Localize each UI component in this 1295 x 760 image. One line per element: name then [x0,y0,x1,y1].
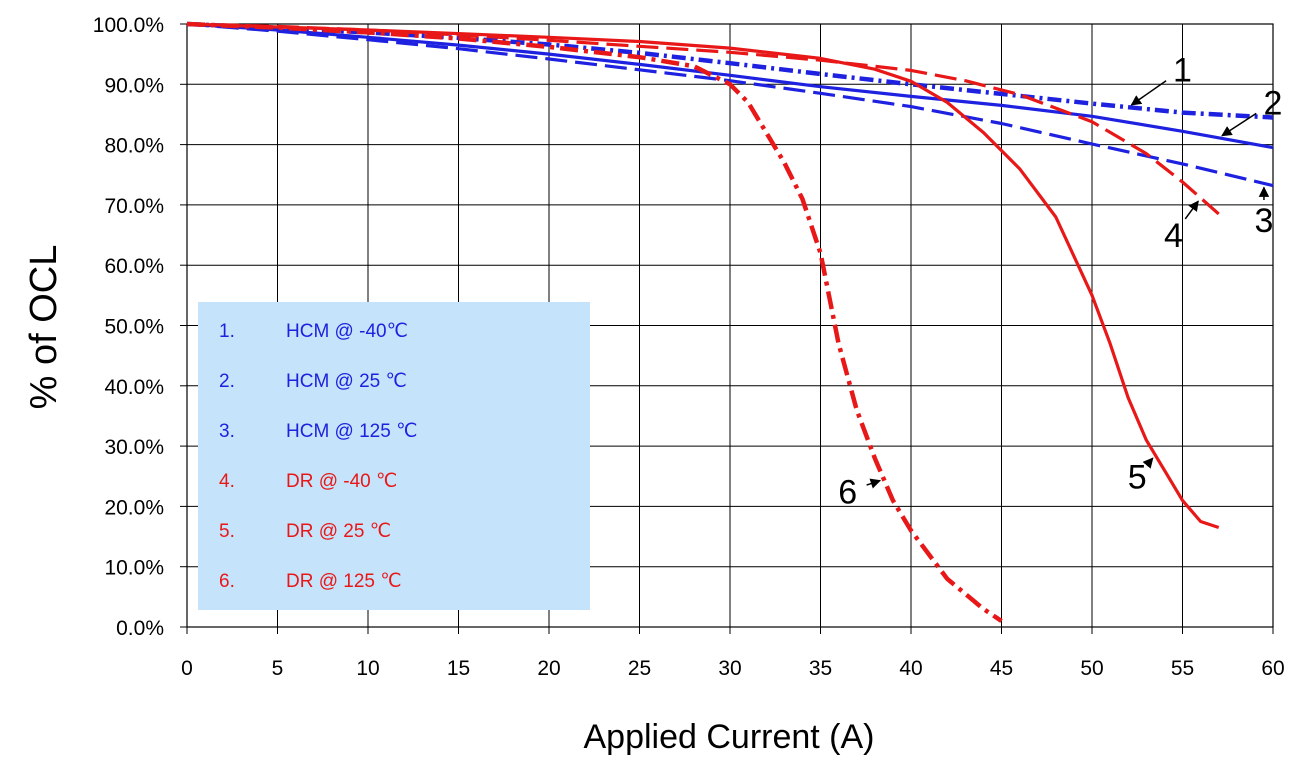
series-line [186,22,1220,530]
annotation-label: 3 [1254,202,1273,240]
y-tick-label: 30.0% [104,436,164,459]
x-tick-label: 25 [628,657,651,680]
x-tick-label: 30 [718,657,741,680]
y-axis-label: % of OCL [23,245,65,410]
y-tick-label: 50.0% [104,316,164,339]
plot-border [186,23,1274,628]
x-tick-label: 15 [447,657,470,680]
y-tick-label: 0.0% [116,617,164,640]
y-tick-label: 100.0% [93,14,164,37]
legend-label: HCM @ 125 ℃ [286,421,417,442]
y-tick-label: 80.0% [104,135,164,158]
x-tick-label: 55 [1171,657,1194,680]
x-tick-label: 5 [272,657,284,680]
x-tick-label: 0 [181,657,193,680]
legend-box [198,302,590,610]
legend-label: HCM @ -40℃ [286,321,408,342]
y-tick-label: 90.0% [104,74,164,97]
grid [180,23,1274,634]
legend: 1. HCM @ -40℃ 2. HCM @ 25 ℃ 3. HCM @ 125 ℃ 4. D… [198,302,590,610]
legend-number: 2. [219,371,235,392]
annotation-label: 5 [1128,458,1147,496]
y-tick-label: 60.0% [104,255,164,278]
annotation-arrow [1142,457,1154,469]
legend-number: 3. [219,421,235,442]
legend-number: 6. [219,571,235,592]
x-tick-label: 20 [537,657,560,680]
legend-number: 5. [219,521,235,542]
annotation-arrow [866,478,882,489]
annotation-arrow [1184,200,1199,220]
series-line [186,22,1274,150]
annotation-arrow [1221,112,1257,137]
x-tick-label: 60 [1261,657,1284,680]
x-tick-label: 10 [356,657,379,680]
annotation-label: 2 [1264,84,1283,122]
annotation-label: 6 [838,473,857,511]
annotation-label: 4 [1164,217,1183,255]
legend-label: HCM @ 25 ℃ [286,371,407,392]
series-line [186,22,1220,216]
y-tick-label: 10.0% [104,557,164,580]
legend-label: DR @ 125 ℃ [286,571,402,592]
annotation-arrow [1130,80,1167,106]
series-line [186,22,1274,188]
legend-number: 4. [219,471,235,492]
legend-number: 1. [219,321,235,342]
annotation-label: 1 [1173,51,1192,89]
legend-label: DR @ 25 ℃ [286,521,391,542]
x-axis-label: Applied Current (A) [583,718,874,755]
series-line [186,21,1003,623]
y-tick-label: 70.0% [104,195,164,218]
annotation-layer: 1 2 3 4 5 6 [838,51,1282,511]
y-tick-label: 20.0% [104,496,164,519]
legend-label: DR @ -40 ℃ [286,471,397,492]
x-tick-label: 40 [899,657,922,680]
x-tick-label: 35 [809,657,832,680]
axes: Applied Current (A) % of OCL 0 5 10 15 20 25 3… [23,14,1285,756]
x-tick-label: 50 [1080,657,1103,680]
x-tick-label: 45 [990,657,1013,680]
y-tick-label: 40.0% [104,376,164,399]
series-layer [186,21,1274,623]
